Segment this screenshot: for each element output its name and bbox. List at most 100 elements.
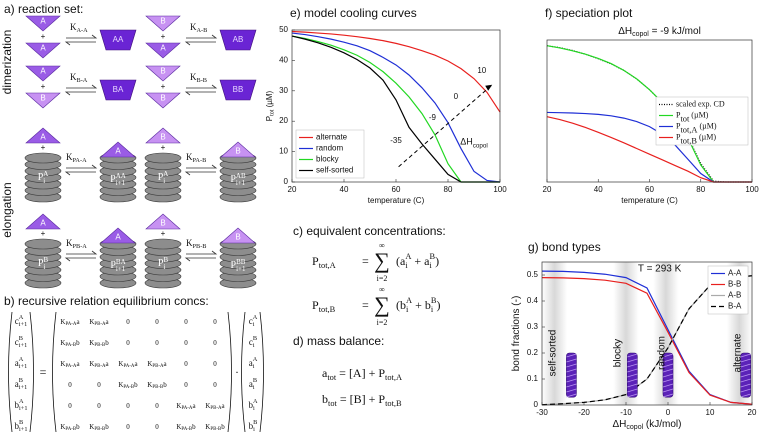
- x-tick-label: 40: [594, 185, 603, 194]
- matrix-entry: KPB-Aa: [205, 402, 225, 412]
- helix-stripe: [627, 378, 638, 383]
- matrix-entry: KPB-Aa: [89, 318, 109, 328]
- polymer-label: Pi+1BB: [231, 257, 246, 272]
- helix-stripe: [740, 378, 751, 383]
- plot-frame: [541, 261, 753, 406]
- regime-label: self-sorted: [547, 330, 558, 377]
- sum-upper: ∞: [379, 285, 385, 294]
- equilibrium-arrow: [64, 257, 96, 262]
- regime-label: alternate: [732, 333, 743, 372]
- chart-title: e) model cooling curves: [290, 6, 417, 20]
- vector-entry: bi+1B: [15, 420, 28, 434]
- helix-stripe: [627, 383, 638, 388]
- sum-symbol: ∑: [374, 248, 390, 273]
- legend-label: blocky: [316, 155, 339, 164]
- y-tick-label: 0.2: [527, 348, 539, 357]
- monomer: [25, 213, 61, 230]
- polymer-label: Pi+1AA: [110, 171, 126, 186]
- equals-sign: =: [40, 365, 47, 379]
- monomer: [25, 127, 61, 144]
- y-tick-label: 0.3: [527, 322, 539, 331]
- vector-entry: ciA: [249, 315, 258, 329]
- y-tick-label: 0: [284, 177, 289, 186]
- monomer-label: A: [40, 17, 46, 26]
- matrix-entry: KPA-Aa: [60, 360, 80, 370]
- panel-c-title: c) equivalent concentrations:: [293, 224, 446, 238]
- matrix-entry: 0: [155, 339, 159, 347]
- matrix-entry: 0: [97, 381, 101, 389]
- annotation: ΔHcopol: [460, 137, 488, 149]
- polymer-label: Pi+1BA: [110, 257, 125, 272]
- equals-sign: =: [362, 254, 369, 268]
- helix-stripe: [566, 358, 577, 363]
- sum-lower: i=2: [377, 318, 388, 327]
- matrix-entry: KPB-Aa: [147, 360, 167, 370]
- matrix-entry: 0: [126, 423, 130, 431]
- helix-stripe: [566, 363, 577, 368]
- plus-sign: +: [41, 229, 46, 238]
- vector-entry: aiA: [249, 357, 258, 371]
- y-tick-label: 30: [279, 86, 288, 95]
- legend-label: alternate: [316, 133, 348, 142]
- series-line: [291, 30, 501, 113]
- y-tick-label: 20: [279, 116, 288, 125]
- rate-constant: KPA-B: [186, 152, 206, 164]
- equilibrium-arrow: [186, 34, 218, 39]
- rate-constant: KPA-A: [66, 152, 87, 164]
- legend-label: self-sorted: [316, 166, 353, 175]
- x-tick-label: -10: [620, 408, 632, 417]
- matrix-entry: 0: [126, 318, 130, 326]
- helix-stripe: [662, 383, 674, 388]
- monomer-label: A: [160, 44, 166, 53]
- polymer-label: PiB: [158, 255, 169, 270]
- x-tick-label: -20: [578, 408, 590, 417]
- helix-stripe: [627, 368, 638, 373]
- monomer-label: B: [160, 67, 165, 76]
- regime-label: blocky: [612, 339, 623, 367]
- vector-entry: biB: [249, 420, 258, 434]
- equation: btot = [B] + Ptot,B: [322, 392, 402, 408]
- helix-stripe: [566, 353, 577, 358]
- plus-sign: +: [161, 82, 166, 91]
- helix-stripe: [662, 368, 674, 373]
- matrix-entry: KPA-Bb: [118, 381, 138, 391]
- vector-entry: ciB: [249, 336, 257, 350]
- monomer-label: A: [40, 132, 46, 141]
- equation: atot = [A] + Ptot,A: [322, 366, 402, 382]
- x-axis-label: ΔHcopol (kJ/mol): [613, 419, 682, 431]
- dimer-label: AB: [233, 35, 244, 44]
- sum-symbol: ∑: [374, 292, 390, 317]
- sum-upper: ∞: [379, 241, 385, 250]
- monomer: [145, 15, 181, 32]
- series-line: [541, 277, 753, 405]
- parenthesis: [8, 311, 13, 433]
- equilibrium-arrow: [64, 41, 96, 46]
- equation-rhs: (aiA + aiB): [396, 252, 439, 270]
- annotation: 10: [477, 66, 486, 75]
- monomer-label: B: [160, 218, 165, 227]
- monomer-label: A: [40, 67, 46, 76]
- legend-label: A-A: [728, 269, 742, 278]
- helix-stripe: [566, 393, 577, 398]
- helix-stripe: [566, 373, 577, 378]
- equilibrium-arrow: [66, 84, 98, 89]
- rate-constant: KPB-B: [186, 238, 207, 250]
- matrix-entry: 0: [155, 318, 159, 326]
- matrix-entry: 0: [184, 339, 188, 347]
- legend-label: Ptot,B (µM): [676, 132, 716, 145]
- y-tick-label: 0: [534, 400, 539, 409]
- rate-constant: KA-A: [70, 22, 88, 34]
- matrix-entry: KPB-Bb: [147, 381, 167, 391]
- helix-stripe: [740, 393, 751, 398]
- monomer: [145, 127, 181, 144]
- dimer: [99, 29, 137, 51]
- matrix-entry: KPB-Bb: [89, 423, 109, 433]
- monomer-label: B: [235, 232, 240, 241]
- equilibrium-arrow: [186, 84, 218, 89]
- equilibrium-arrow: [186, 164, 218, 169]
- chart-title: f) speciation plot: [545, 6, 633, 20]
- x-tick-label: 40: [340, 185, 349, 194]
- monomer-label: A: [40, 218, 46, 227]
- legend-label: B-A: [728, 302, 742, 311]
